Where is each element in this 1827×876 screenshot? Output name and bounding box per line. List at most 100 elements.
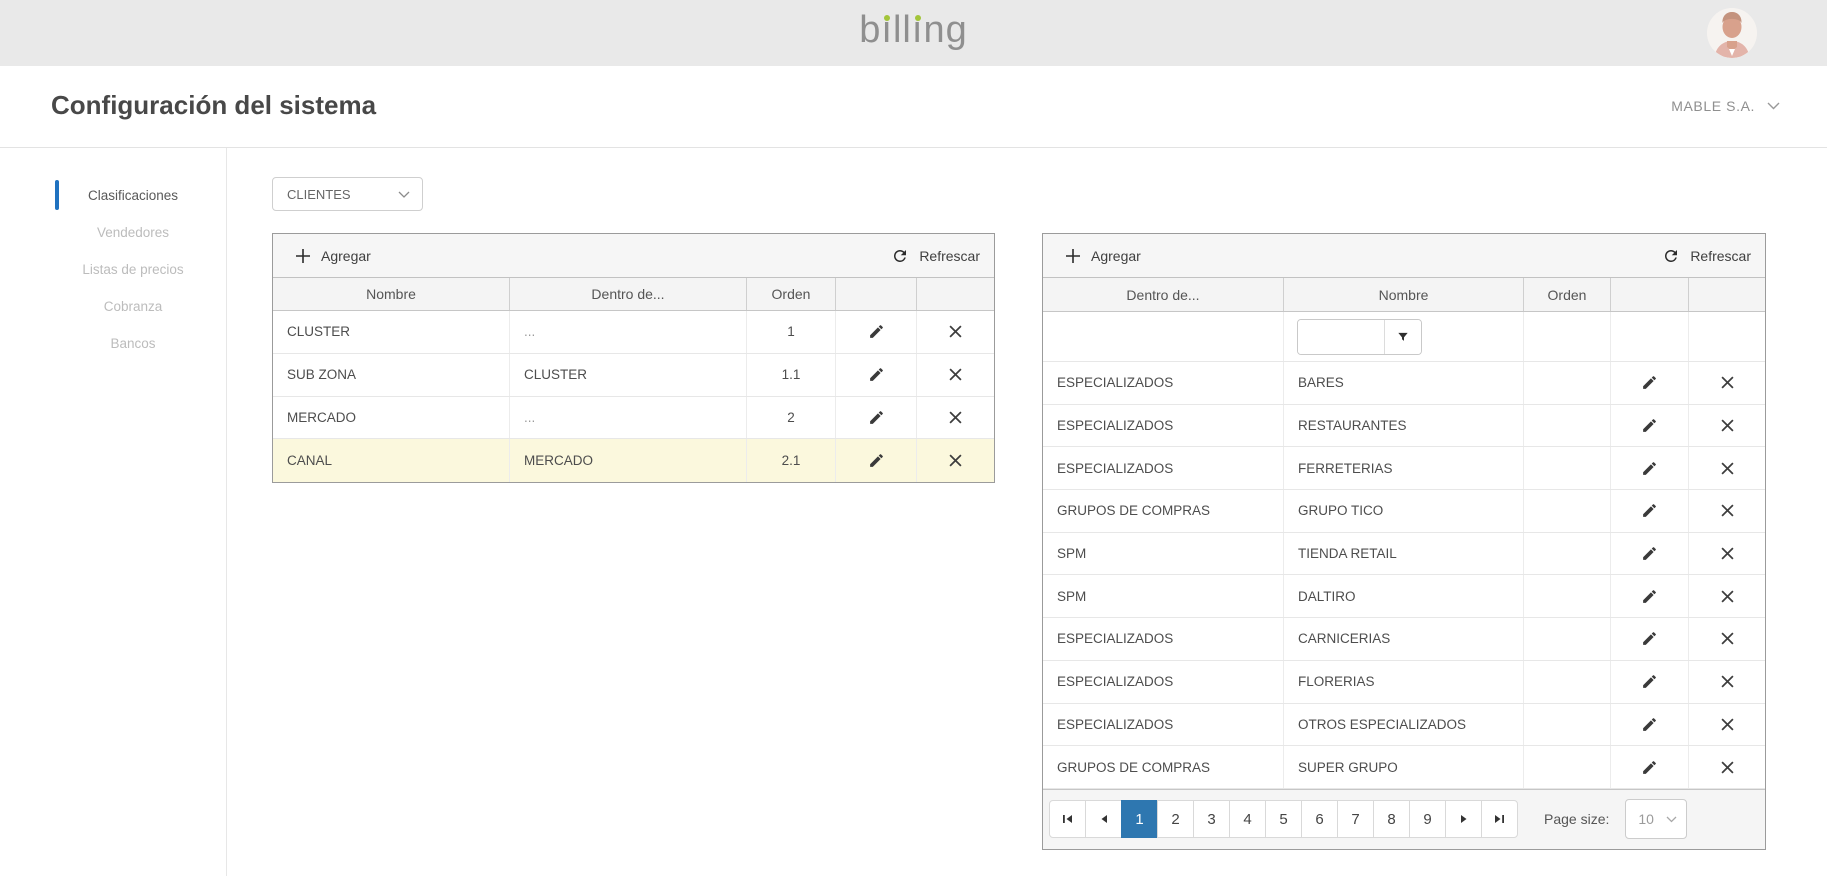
page-size-dropdown[interactable]: 10 [1625,799,1687,839]
pencil-icon [1641,588,1658,605]
delete-button[interactable] [1689,490,1765,532]
column-header-nombre[interactable]: Nombre [1284,278,1524,311]
table-row[interactable]: ESPECIALIZADOS BARES [1043,362,1765,405]
sidebar-item-cobranza[interactable]: Cobranza [0,288,226,325]
table-row[interactable]: CLUSTER ... 1 [273,311,994,354]
table-row[interactable]: SPM DALTIRO [1043,575,1765,618]
delete-button[interactable] [1689,533,1765,575]
nombre-filter-input[interactable] [1298,320,1384,354]
next-page-button[interactable] [1445,800,1482,838]
pencil-icon [1641,630,1658,647]
cell-dentro-de: ... [510,311,747,353]
edit-button[interactable] [836,311,916,353]
table-row[interactable]: MERCADO ... 2 [273,397,994,440]
table-row[interactable]: ESPECIALIZADOS RESTAURANTES [1043,405,1765,448]
refresh-button[interactable]: Refrescar [1662,247,1751,265]
logo-text: ı [912,9,924,52]
edit-button[interactable] [1611,618,1688,660]
filter-cell-delete [1689,312,1765,361]
delete-button[interactable] [1689,618,1765,660]
first-page-button[interactable] [1049,800,1086,838]
page-button-3[interactable]: 3 [1193,800,1230,838]
category-dropdown[interactable]: CLIENTES [272,177,423,211]
pencil-icon [1641,673,1658,690]
pencil-icon [868,366,885,383]
edit-button[interactable] [836,439,916,482]
delete-button[interactable] [1689,447,1765,489]
delete-button[interactable] [1689,661,1765,703]
pencil-icon [1641,417,1658,434]
cell-nombre: CARNICERIAS [1284,618,1524,660]
edit-button[interactable] [836,397,916,439]
add-button[interactable]: Agregar [1065,248,1141,264]
filter-button[interactable] [1384,320,1421,354]
delete-button[interactable] [917,311,994,353]
delete-button[interactable] [1689,362,1765,404]
page-button-4[interactable]: 4 [1229,800,1266,838]
nombre-filter-group [1297,319,1422,355]
page-button-2[interactable]: 2 [1157,800,1194,838]
last-page-button[interactable] [1481,800,1518,838]
add-button[interactable]: Agregar [295,248,371,264]
add-button-label: Agregar [321,248,371,264]
delete-button[interactable] [1689,704,1765,746]
delete-button[interactable] [1689,575,1765,617]
edit-button[interactable] [1611,575,1688,617]
pencil-icon [1641,545,1658,562]
column-header-orden[interactable]: Orden [747,278,836,310]
edit-button[interactable] [1611,533,1688,575]
table-row[interactable]: ESPECIALIZADOS CARNICERIAS [1043,618,1765,661]
refresh-button[interactable]: Refrescar [891,247,980,265]
table-row-selected[interactable]: CANAL MERCADO 2.1 [273,439,994,482]
table-row[interactable]: SPM TIENDA RETAIL [1043,533,1765,576]
column-header-dentro-de[interactable]: Dentro de... [1043,278,1284,311]
edit-button[interactable] [1611,746,1688,788]
edit-button[interactable] [1611,661,1688,703]
close-icon [1721,462,1734,475]
plus-icon [295,248,311,264]
cell-orden [1524,405,1611,447]
edit-button[interactable] [1611,362,1688,404]
classification-values-table: Agregar Refrescar Dentro de... Nombre Or… [1042,233,1766,850]
pencil-icon [1641,502,1658,519]
page-button-7[interactable]: 7 [1337,800,1374,838]
cell-nombre: OTROS ESPECIALIZADOS [1284,704,1524,746]
company-selector[interactable]: MABLE S.A. [1671,98,1780,114]
table-row[interactable]: GRUPOS DE COMPRAS GRUPO TICO [1043,490,1765,533]
table-row[interactable]: ESPECIALIZADOS FLORERIAS [1043,661,1765,704]
previous-page-button[interactable] [1085,800,1122,838]
delete-button[interactable] [917,354,994,396]
delete-button[interactable] [917,439,994,482]
edit-button[interactable] [1611,490,1688,532]
column-header-nombre[interactable]: Nombre [273,278,510,310]
page-button-1[interactable]: 1 [1121,800,1158,838]
delete-button[interactable] [917,397,994,439]
column-header-dentro-de[interactable]: Dentro de... [510,278,747,310]
table-row[interactable]: ESPECIALIZADOS OTROS ESPECIALIZADOS [1043,704,1765,747]
edit-button[interactable] [1611,447,1688,489]
first-page-icon [1062,814,1073,824]
cell-dentro-de: ESPECIALIZADOS [1043,405,1284,447]
page-button-6[interactable]: 6 [1301,800,1338,838]
delete-button[interactable] [1689,405,1765,447]
page-button-9[interactable]: 9 [1409,800,1446,838]
table-row[interactable]: ESPECIALIZADOS FERRETERIAS [1043,447,1765,490]
column-header-orden[interactable]: Orden [1524,278,1611,311]
edit-button[interactable] [1611,405,1688,447]
delete-button[interactable] [1689,746,1765,788]
sidebar-item-clasificaciones[interactable]: Clasificaciones [0,177,226,214]
edit-button[interactable] [836,354,916,396]
sidebar-item-vendedores[interactable]: Vendedores [0,214,226,251]
cell-dentro-de: ESPECIALIZADOS [1043,618,1284,660]
page-button-5[interactable]: 5 [1265,800,1302,838]
edit-button[interactable] [1611,704,1688,746]
cell-nombre: CANAL [273,439,510,482]
table-row[interactable]: GRUPOS DE COMPRAS SUPER GRUPO [1043,746,1765,789]
table-row[interactable]: SUB ZONA CLUSTER 1.1 [273,354,994,397]
sidebar-item-bancos[interactable]: Bancos [0,325,226,362]
sidebar: Clasificaciones Vendedores Listas de pre… [0,148,227,876]
user-avatar[interactable] [1707,8,1757,58]
sidebar-item-listas-de-precios[interactable]: Listas de precios [0,251,226,288]
sidebar-item-label: Cobranza [104,299,163,314]
page-button-8[interactable]: 8 [1373,800,1410,838]
